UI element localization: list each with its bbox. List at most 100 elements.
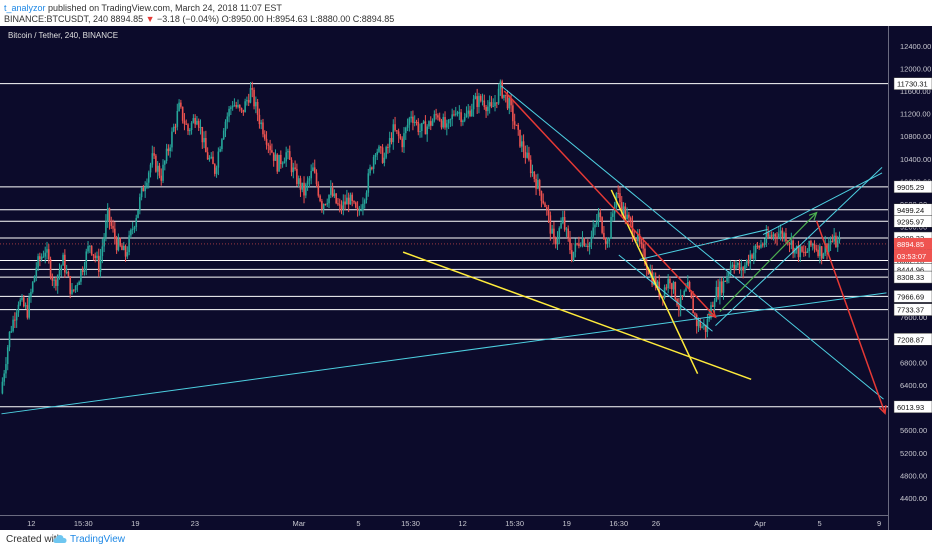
- candle-body: [488, 102, 491, 107]
- candle-body: [465, 113, 468, 117]
- candle-body: [258, 114, 261, 125]
- y-tick-label: 11200.00: [900, 110, 931, 119]
- candle-body: [428, 121, 430, 127]
- candle-body: [562, 217, 564, 224]
- candle-body: [17, 304, 20, 313]
- countdown-text: 03:53:07: [897, 252, 926, 261]
- candle-body: [67, 271, 70, 277]
- level-label-text: 8444.96: [897, 265, 924, 274]
- candle-body: [274, 154, 277, 161]
- candle-body: [65, 271, 68, 273]
- candle-body: [453, 114, 455, 116]
- candle-body: [349, 194, 352, 205]
- yellow-trendline: [402, 251, 752, 381]
- candle-body: [151, 153, 154, 165]
- candle-body: [421, 123, 423, 132]
- candle-body: [135, 217, 138, 228]
- candle-body: [62, 254, 64, 266]
- candle-body: [235, 105, 238, 107]
- candle-body: [622, 206, 625, 214]
- level-label-box: [893, 333, 932, 346]
- candle-body: [35, 267, 38, 277]
- candle-body: [412, 116, 414, 123]
- candle-body: [735, 265, 737, 269]
- candle-body: [221, 139, 223, 150]
- candle-body: [115, 238, 118, 251]
- candle-body: [804, 252, 807, 254]
- candle-body: [78, 281, 80, 285]
- author-link[interactable]: t_analyzor: [4, 3, 46, 13]
- candle-body: [447, 119, 450, 124]
- candle-body: [772, 234, 775, 237]
- candle-body: [520, 141, 523, 147]
- candle-body: [121, 245, 123, 251]
- candle-body: [828, 243, 830, 253]
- chart-area[interactable]: Bitcoin / Tether, 240, BINANCE 12400.00 12…: [0, 26, 932, 530]
- candle-body: [404, 127, 407, 134]
- candle-body: [487, 106, 489, 112]
- candle-body: [694, 313, 696, 315]
- x-tick-label: Mar: [293, 519, 306, 528]
- candle-body: [417, 122, 420, 133]
- candle-body: [126, 252, 129, 257]
- candle-body: [820, 246, 823, 259]
- candle-body: [736, 262, 739, 266]
- candle-body: [396, 130, 398, 132]
- candle-body: [690, 290, 693, 299]
- red-arrow-shaft: [503, 90, 717, 318]
- candle-body: [817, 249, 819, 256]
- candle-body: [681, 295, 684, 297]
- candle-body: [6, 347, 9, 365]
- candle-body: [394, 124, 396, 131]
- candle-body: [515, 124, 518, 126]
- candle-body: [667, 278, 669, 289]
- candle-body: [519, 129, 521, 147]
- green-arrow-shaft: [719, 212, 818, 312]
- candle-body: [494, 102, 496, 107]
- candle-body: [731, 264, 734, 267]
- level-label-text: 7208.87: [897, 335, 924, 344]
- candle-body: [12, 319, 14, 332]
- candle-body: [551, 228, 553, 234]
- candle-body: [156, 165, 159, 172]
- candle-body: [296, 168, 298, 184]
- candle-body: [424, 121, 427, 135]
- candle-body: [594, 224, 596, 228]
- candle-body: [371, 167, 373, 169]
- candle-body: [728, 273, 730, 277]
- candle-body: [437, 115, 439, 118]
- candle-body: [22, 297, 25, 307]
- candle-body: [822, 253, 825, 259]
- candle-body: [267, 144, 270, 146]
- candle-body: [640, 242, 643, 245]
- candle-body: [553, 228, 555, 239]
- tradingview-link[interactable]: TradingView: [70, 534, 126, 545]
- candle-body: [426, 126, 428, 135]
- candle-body: [626, 214, 628, 220]
- candle-body: [765, 232, 768, 243]
- candle-body: [55, 279, 57, 286]
- candle-body: [265, 138, 268, 145]
- candle-body: [3, 373, 5, 382]
- candles: [1, 79, 841, 395]
- candle-body: [197, 120, 200, 128]
- candle-body: [692, 298, 694, 314]
- candle-body: [162, 164, 164, 181]
- price-chart[interactable]: Bitcoin / Tether, 240, BINANCE 12400.00 12…: [0, 26, 932, 530]
- candle-body: [824, 243, 827, 254]
- candle-body: [745, 260, 748, 266]
- candle-body: [122, 245, 125, 251]
- candle-body: [240, 108, 243, 110]
- candle-body: [46, 249, 48, 253]
- candle-body: [5, 364, 7, 374]
- x-tick-label: 26: [652, 519, 660, 528]
- candle-body: [610, 216, 612, 239]
- candle-body: [340, 205, 343, 210]
- candle-body: [358, 210, 361, 212]
- candle-body: [346, 197, 348, 205]
- candle-body: [538, 180, 541, 192]
- current-price-box: [894, 237, 932, 250]
- candle-body: [242, 109, 245, 113]
- candle-body: [587, 245, 589, 248]
- cyan-trendline: [1, 292, 887, 415]
